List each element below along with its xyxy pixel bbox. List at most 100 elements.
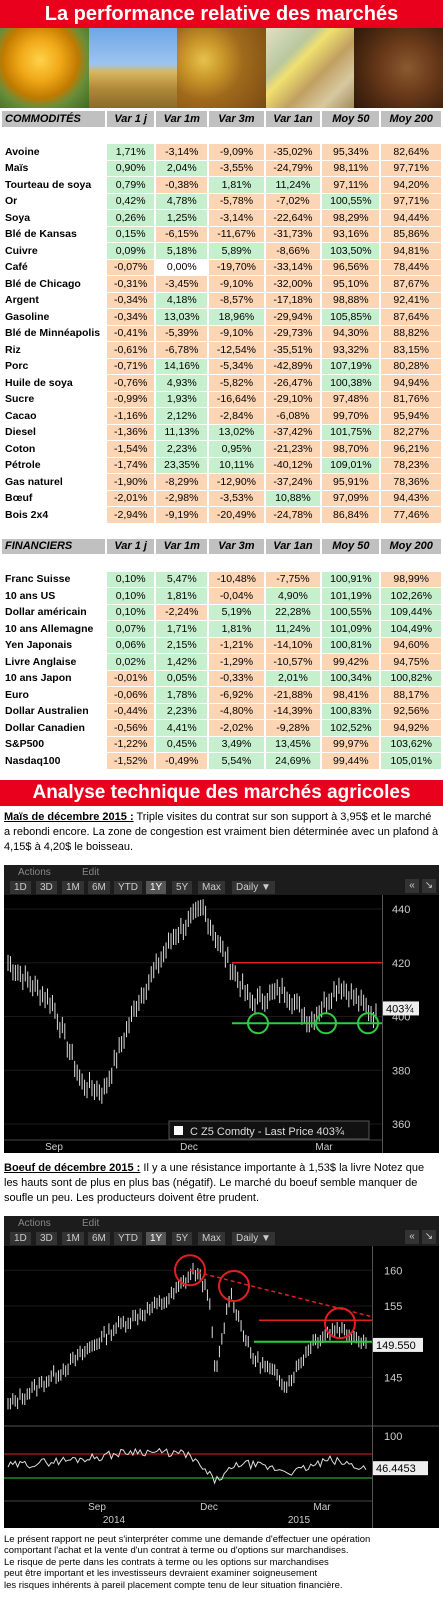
range-button[interactable]: 5Y: [172, 1231, 193, 1245]
row-label: Cuivre: [5, 244, 38, 257]
disclaimer: Le présent rapport ne peut s'interpréter…: [0, 1532, 443, 1594]
value-cell: 103,62%: [381, 736, 441, 752]
corn-analysis: Maïs de décembre 2015 : Triple visites d…: [0, 806, 443, 859]
value-cell: -0,01%: [107, 670, 155, 686]
edit-menu[interactable]: Edit: [82, 1217, 100, 1229]
value-cell: -0,34%: [107, 309, 155, 325]
beef-text: Il y a une résistance importante à 1,53$…: [4, 1161, 425, 1204]
interval-dropdown[interactable]: Daily ▼: [232, 1231, 275, 1245]
value-cell: 93,32%: [322, 342, 380, 358]
value-cell: 1,81%: [156, 588, 208, 604]
table-row: Argent -0,34% 4,18% -8,57% -17,18% 98,88% 92,4…: [2, 292, 441, 308]
range-button[interactable]: YTD: [114, 1231, 142, 1245]
value-cell: -4,80%: [209, 703, 264, 719]
value-cell: 0,06%: [107, 637, 155, 653]
value-cell: 109,44%: [381, 604, 441, 620]
value-cell: -0,33%: [209, 670, 264, 686]
actions-menu[interactable]: Actions: [18, 1217, 51, 1229]
x-tick-label: Dec: [180, 1142, 198, 1153]
corn-lead: Maïs de décembre 2015 :: [4, 810, 134, 823]
column-header: Var 3m: [209, 111, 264, 127]
range-button[interactable]: 6M: [88, 880, 110, 894]
value-cell: 94,60%: [381, 637, 441, 653]
osc-tick-label: 100: [384, 1431, 402, 1443]
value-cell: 88,82%: [381, 325, 441, 341]
value-cell: 99,97%: [322, 736, 380, 752]
value-cell: -6,92%: [209, 687, 264, 703]
edit-menu[interactable]: Edit: [82, 866, 100, 878]
field-photo: [88, 28, 178, 108]
range-button[interactable]: 1M: [62, 880, 84, 894]
range-button[interactable]: Max: [198, 1231, 225, 1245]
table-row: Pétrole -1,74% 23,35% 10,11% -40,12% 109,01% 7…: [2, 457, 441, 473]
row-label: Gas naturel: [5, 475, 63, 488]
row-label: Franc Suisse: [5, 573, 71, 586]
value-cell: 82,27%: [381, 424, 441, 440]
range-button[interactable]: 1Y: [146, 1231, 167, 1245]
row-label: Dollar américain: [5, 606, 87, 619]
value-cell: -35,02%: [265, 144, 321, 160]
value-cell: 100,91%: [322, 571, 380, 587]
value-cell: 87,64%: [381, 309, 441, 325]
value-cell: -1,52%: [107, 753, 155, 769]
range-button[interactable]: 6M: [88, 1231, 110, 1245]
value-cell: 1,81%: [209, 621, 264, 637]
table-row: Bœuf -2,01% -2,98% -3,53% 10,88% 97,09% 94,43%: [2, 490, 441, 506]
value-cell: 80,28%: [381, 358, 441, 374]
row-label: Livre Anglaise: [5, 655, 77, 668]
value-cell: 0,02%: [107, 654, 155, 670]
interval-dropdown[interactable]: Daily ▼: [232, 880, 275, 894]
value-cell: 78,36%: [381, 474, 441, 490]
value-cell: 100,55%: [322, 604, 380, 620]
value-cell: 105,01%: [381, 753, 441, 769]
table-row: S&P500 -1,22% 0,45% 3,49% 13,45% 99,97% 103,62…: [2, 736, 441, 752]
y-tick-label: 440: [392, 904, 410, 916]
arrow-icon[interactable]: ↘: [422, 878, 436, 893]
commodity-photo-strip: [0, 28, 443, 108]
table-row: Dollar Canadien -0,56% 4,41% -2,02% -9,28% 10…: [2, 720, 441, 736]
row-label: Dollar Australien: [5, 705, 89, 718]
value-cell: 1,78%: [156, 687, 208, 703]
collapse-icon[interactable]: «: [405, 878, 419, 893]
range-button[interactable]: 1Y: [146, 880, 167, 894]
value-cell: 0,79%: [107, 177, 155, 193]
range-button[interactable]: 1D: [10, 1231, 31, 1245]
value-cell: 2,15%: [156, 637, 208, 653]
oscillator-line: [7, 1447, 367, 1485]
arrow-icon[interactable]: ↘: [422, 1229, 436, 1244]
range-button[interactable]: 5Y: [172, 880, 193, 894]
value-cell: -0,61%: [107, 342, 155, 358]
value-cell: 103,50%: [322, 243, 380, 259]
value-cell: 97,71%: [381, 160, 441, 176]
value-cell: 97,11%: [322, 177, 380, 193]
range-button[interactable]: 3D: [36, 1231, 57, 1245]
value-cell: -8,29%: [156, 474, 208, 490]
range-button[interactable]: 1M: [62, 1231, 84, 1245]
value-cell: 1,42%: [156, 654, 208, 670]
last-price-label: 149.550: [376, 1339, 416, 1351]
value-cell: -0,34%: [107, 292, 155, 308]
range-button[interactable]: YTD: [114, 880, 142, 894]
table-header: FINANCIERS Var 1 j Var 1m Var 3m Var 1an Moy …: [2, 538, 441, 554]
value-cell: -9,10%: [209, 325, 264, 341]
row-label: Sucre: [5, 393, 35, 406]
range-button[interactable]: Max: [198, 880, 225, 894]
value-cell: 13,02%: [209, 424, 264, 440]
value-cell: 4,18%: [156, 292, 208, 308]
collapse-icon[interactable]: «: [405, 1229, 419, 1244]
value-cell: -9,09%: [209, 144, 264, 160]
row-label: Pétrole: [5, 459, 41, 472]
value-cell: 2,12%: [156, 408, 208, 424]
range-button[interactable]: 3D: [36, 880, 57, 894]
range-button[interactable]: 1D: [10, 880, 31, 894]
disclaimer-line: les risques inhérents à pareil placement…: [4, 1579, 343, 1591]
y-tick-label: 160: [384, 1265, 402, 1277]
actions-menu[interactable]: Actions: [18, 866, 51, 878]
table-row: Café -0,07% 0,00% -19,70% -33,14% 96,56% 78,44…: [2, 259, 441, 275]
table-row: Nasdaq100 -1,52% -0,49% 5,54% 24,69% 99,44% 10…: [2, 753, 441, 769]
value-cell: -1,74%: [107, 457, 155, 473]
y-tick-label: 145: [384, 1372, 402, 1384]
table-row: Yen Japonais 0,06% 2,15% -1,21% -14,10% 100,8…: [2, 637, 441, 653]
value-cell: -24,78%: [265, 507, 321, 523]
value-cell: -14,39%: [265, 703, 321, 719]
